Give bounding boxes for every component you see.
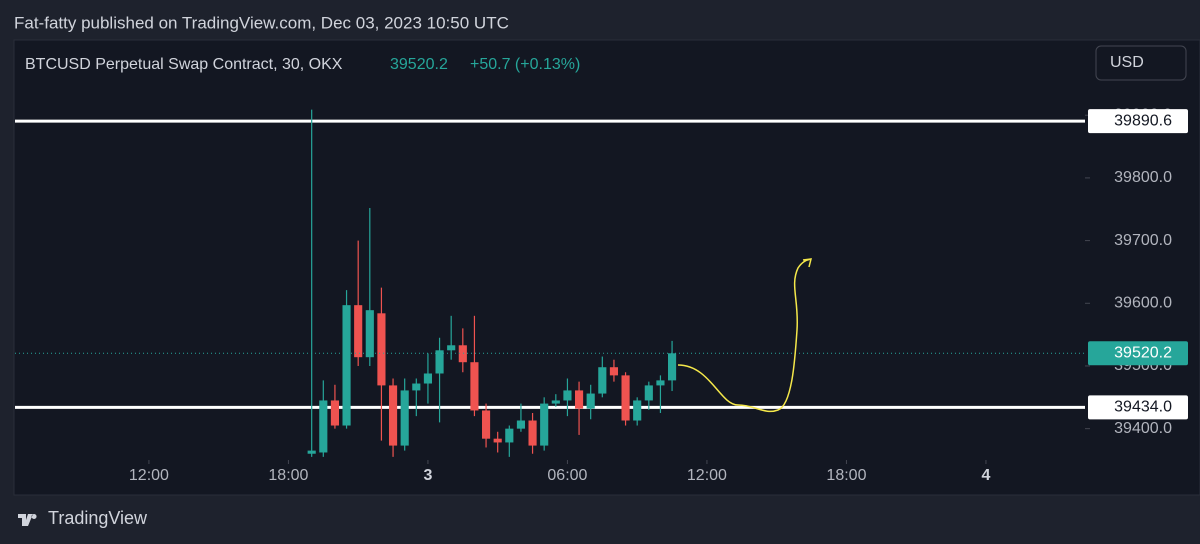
candle-body <box>586 393 595 409</box>
last-price-label: 39520.2 <box>1114 345 1172 362</box>
x-tick-label: 06:00 <box>547 467 587 484</box>
currency-button[interactable] <box>1095 45 1187 81</box>
candle-body <box>540 403 549 446</box>
y-tick-label: 39800.0 <box>1114 169 1172 186</box>
x-tick-label: 18:00 <box>268 467 308 484</box>
brand: TradingView <box>48 508 148 528</box>
candle-body <box>377 313 386 386</box>
candle-body <box>609 367 619 376</box>
candle-body <box>493 438 502 443</box>
candle-body <box>365 310 374 358</box>
currency[interactable]: USD <box>1110 54 1144 71</box>
candle-body <box>412 383 421 391</box>
hline-label: 39890.6 <box>1114 112 1172 129</box>
candle-body <box>644 385 653 401</box>
candle-body <box>551 400 560 404</box>
candle-body <box>423 373 433 384</box>
y-tick-label: 39400.0 <box>1114 420 1172 437</box>
hline-tag <box>1088 109 1188 134</box>
symbol: BTCUSD Perpetual Swap Contract, 30, OKX <box>25 56 343 73</box>
candle-body <box>505 428 514 443</box>
candle-body <box>330 400 339 426</box>
candle-body <box>470 362 479 411</box>
candle-body <box>656 380 665 386</box>
logo <box>18 514 37 526</box>
hline-tag <box>1088 395 1188 420</box>
candle-body <box>481 410 491 439</box>
candle-body <box>447 345 456 351</box>
x-tick-label: 12:00 <box>129 467 169 484</box>
chart-panel <box>13 39 1200 496</box>
candle-body <box>388 385 398 446</box>
last-price: 39520.2 <box>390 56 448 73</box>
candle-body <box>435 350 444 374</box>
y-tick-label: 39600.0 <box>1114 295 1172 312</box>
candle-body <box>354 305 363 358</box>
candle-body <box>342 305 351 426</box>
candle-body <box>633 400 642 421</box>
candle-body <box>400 390 409 446</box>
candle-body <box>307 450 316 454</box>
x-tick-label: 3 <box>423 467 432 484</box>
candle-body <box>319 400 328 453</box>
publisher: Fat-fatty published on TradingView.com, … <box>14 13 509 32</box>
candle-body <box>621 375 630 421</box>
candle-body <box>563 390 572 401</box>
x-tick-label: 4 <box>981 467 990 484</box>
x-tick-label: 12:00 <box>687 467 727 484</box>
candle-body <box>458 345 467 363</box>
candle-body <box>516 420 526 429</box>
candle-body <box>598 367 607 394</box>
price-labels: 39890.6 39434.0 39520.2 <box>1088 109 1188 420</box>
candle-body <box>667 353 677 381</box>
candle-body <box>574 390 584 409</box>
y-tick-label: 39700.0 <box>1114 232 1172 249</box>
last-price-tag <box>1088 341 1188 366</box>
drawn-arrow <box>677 258 812 413</box>
candle-body <box>528 420 537 446</box>
x-tick-label: 18:00 <box>826 467 866 484</box>
hline-label: 39434.0 <box>1114 399 1172 416</box>
price-change: +50.7 (+0.13%) <box>470 56 580 73</box>
